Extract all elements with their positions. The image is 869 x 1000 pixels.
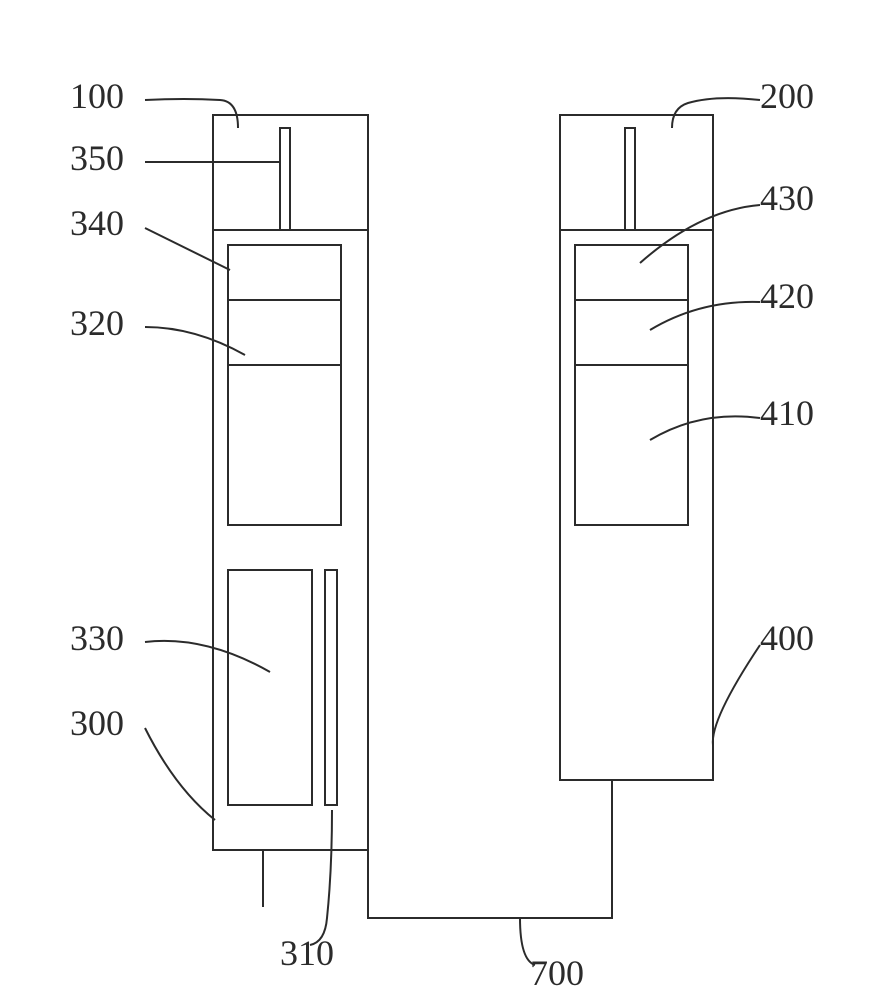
- label-430: 430: [760, 178, 814, 218]
- label-320: 320: [70, 303, 124, 343]
- label-400: 400: [760, 618, 814, 658]
- label-330: 330: [70, 618, 124, 658]
- label-340: 340: [70, 203, 124, 243]
- label-350: 350: [70, 138, 124, 178]
- label-310: 310: [280, 933, 334, 973]
- label-100: 100: [70, 76, 124, 116]
- label-300: 300: [70, 703, 124, 743]
- label-700: 700: [530, 953, 584, 993]
- label-200: 200: [760, 76, 814, 116]
- label-410: 410: [760, 393, 814, 433]
- label-420: 420: [760, 276, 814, 316]
